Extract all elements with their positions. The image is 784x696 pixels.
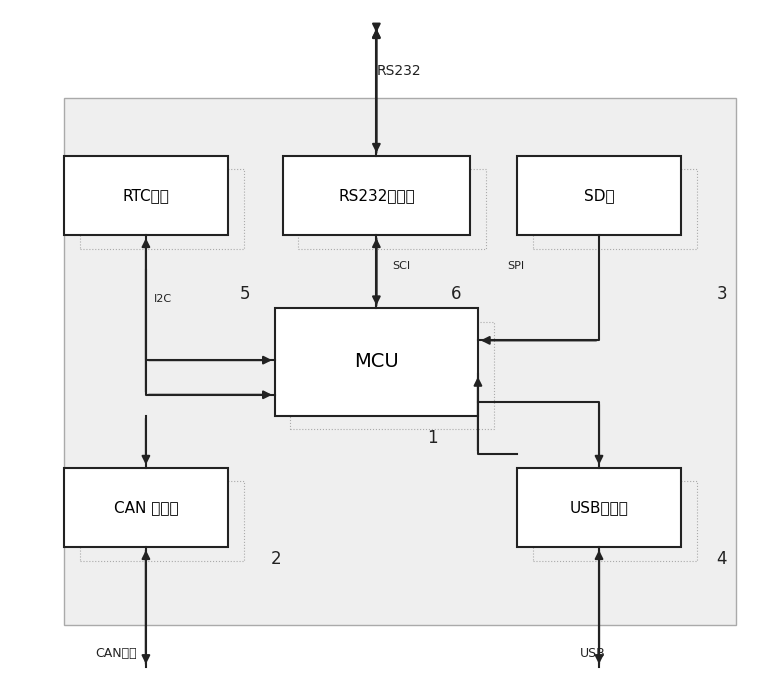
Bar <box>282 156 470 235</box>
Text: 4: 4 <box>717 551 727 569</box>
Bar <box>298 170 486 249</box>
Text: USB: USB <box>579 647 605 660</box>
Bar <box>517 468 681 547</box>
Text: MCU: MCU <box>354 352 399 372</box>
Text: 6: 6 <box>451 285 461 303</box>
Text: I2C: I2C <box>154 294 172 304</box>
Text: 2: 2 <box>271 551 281 569</box>
Text: RTC时钟: RTC时钟 <box>122 188 169 203</box>
Bar <box>532 170 697 249</box>
Text: USB收发器: USB收发器 <box>570 500 629 515</box>
Text: 1: 1 <box>427 429 437 447</box>
Text: RS232收发器: RS232收发器 <box>338 188 415 203</box>
Bar <box>64 156 228 235</box>
Text: SCI: SCI <box>392 261 410 271</box>
Bar <box>79 170 244 249</box>
Bar <box>290 322 494 429</box>
Text: CAN 收发器: CAN 收发器 <box>114 500 178 515</box>
Text: SPI: SPI <box>507 261 524 271</box>
Bar <box>532 482 697 561</box>
Bar <box>517 156 681 235</box>
Bar <box>275 308 478 416</box>
Bar <box>79 482 244 561</box>
Text: CAN总线: CAN总线 <box>95 647 136 660</box>
Text: 3: 3 <box>717 285 727 303</box>
Text: 5: 5 <box>240 285 250 303</box>
Text: RS232: RS232 <box>376 64 421 78</box>
Text: SD卡: SD卡 <box>584 188 615 203</box>
Bar <box>64 98 735 625</box>
Bar <box>64 468 228 547</box>
